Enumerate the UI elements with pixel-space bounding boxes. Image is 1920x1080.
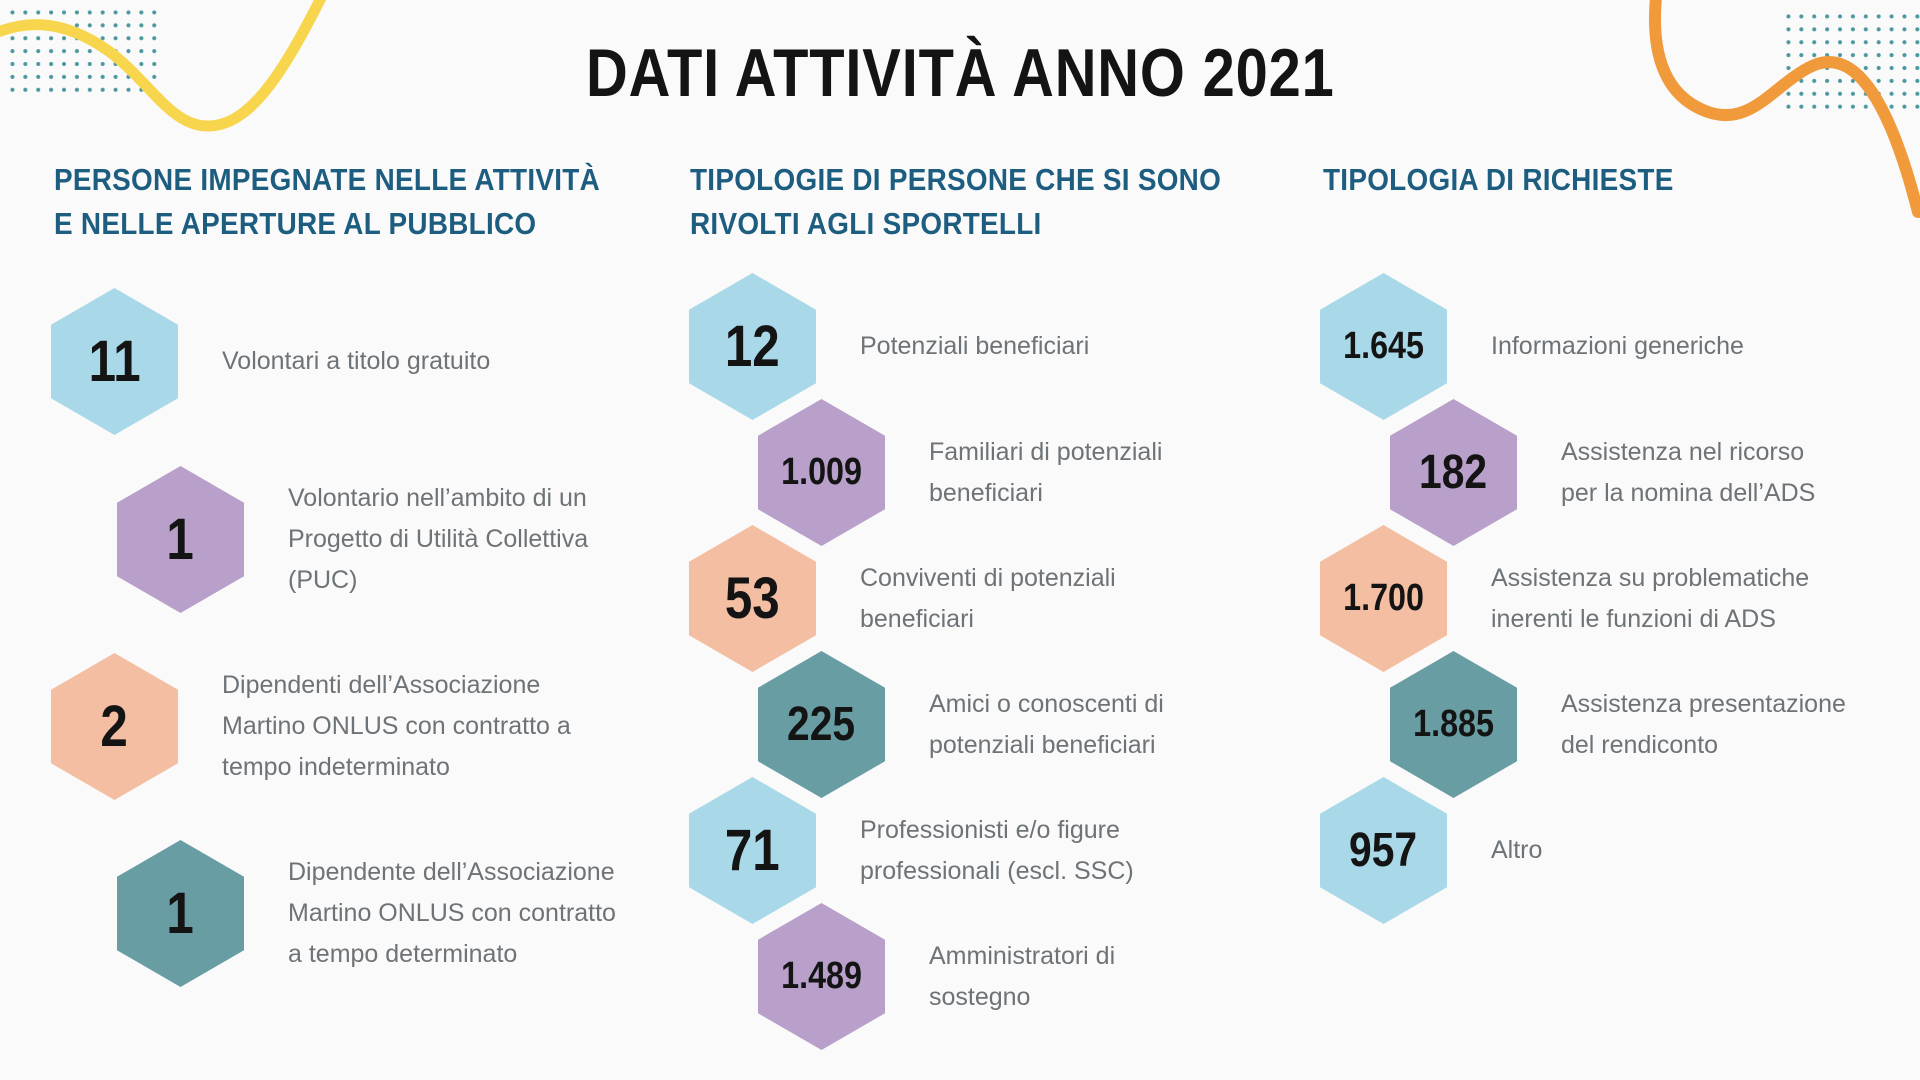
stat-value: 1.700 [1343,577,1424,619]
stat-label: Volontari a titolo gratuito [222,347,491,375]
stat-label: Assistenza presentazione del rendiconto [1561,689,1846,759]
stat-item: 225 Amici o conoscenti di potenziali ben… [758,651,1164,798]
stat-item: 1.885 Assistenza presentazione del rendi… [1390,651,1846,798]
stat-label: Assistenza su problematiche inerenti le … [1491,563,1810,633]
stat-label: Conviventi di potenziali beneficiari [860,563,1116,633]
stat-item: 2 Dipendenti dell’Associazione Martino O… [51,653,571,800]
stat-item: 1 Volontario nell’ambito di un Progetto … [117,466,588,613]
stat-item: 1.645 Informazioni generiche [1320,273,1744,420]
stat-value: 12 [725,314,780,379]
hexagon-badge: 1 [117,840,244,987]
page-title-text: DATI ATTIVITÀ ANNO 2021 [585,35,1335,111]
stat-value: 71 [725,818,780,883]
stat-label: Amministratori di sostegno [929,941,1116,1011]
stat-item: 1.489 Amministratori di sostegno [758,903,1115,1050]
stat-label: Informazioni generiche [1491,332,1744,360]
stat-value: 1.645 [1343,325,1424,367]
hexagon-badge: 957 [1320,777,1447,924]
hexagon-badge: 1 [117,466,244,613]
stat-value: 1.009 [781,451,862,493]
stat-value: 53 [725,566,780,631]
stat-value: 182 [1419,446,1488,499]
hexagon-badge: 11 [51,288,178,435]
column-header-tipologie-persone: TIPOLOGIE DI PERSONE CHE SI SONO RIVOLTI… [690,162,1222,241]
stat-value: 2 [100,694,129,759]
stat-item: 182 Assistenza nel ricorso per la nomina… [1390,399,1815,546]
stat-value: 1 [166,881,195,946]
column-header-tipologia-richieste: TIPOLOGIA DI RICHIESTE [1323,162,1674,197]
hexagon-badge: 12 [689,273,816,420]
stat-value: 957 [1349,824,1418,877]
hexagon-badge: 182 [1390,399,1517,546]
stat-item: 1.700 Assistenza su problematiche ineren… [1320,525,1809,672]
hexagon-badge: 1.885 [1390,651,1517,798]
stat-label: Professionisti e/o figure professionali … [860,815,1134,885]
hexagon-badge: 2 [51,653,178,800]
stat-label: Dipendenti dell’Associazione Martino ONL… [222,671,571,781]
hexagon-badge: 225 [758,651,885,798]
stat-item: 53 Conviventi di potenziali beneficiari [689,525,1116,672]
stat-label: Familiari di potenziali beneficiari [929,437,1163,507]
stat-item: 1.009 Familiari di potenziali beneficiar… [758,399,1162,546]
stat-label: Volontario nell’ambito di un Progetto di… [288,484,589,594]
stat-item: 957 Altro [1320,777,1542,924]
column-header-persone-impegnate: PERSONE IMPEGNATE NELLE ATTIVITÀ E NELLE… [54,162,601,241]
stat-value: 1 [166,507,195,572]
hexagon-badge: 1.700 [1320,525,1447,672]
stat-label: Potenziali beneficiari [860,332,1090,360]
page-title: DATI ATTIVITÀ ANNO 2021 [0,34,1920,112]
stat-label: Assistenza nel ricorso per la nomina del… [1561,437,1816,507]
stat-item: 71 Professionisti e/o figure professiona… [689,777,1134,924]
stat-item: 12 Potenziali beneficiari [689,273,1089,420]
stat-value: 11 [88,329,141,394]
stat-label: Amici o conoscenti di potenziali benefic… [929,689,1164,759]
hexagon-badge: 53 [689,525,816,672]
hexagon-badge: 1.645 [1320,273,1447,420]
stat-label: Dipendente dell’Associazione Martino ONL… [288,858,616,968]
stat-value: 225 [787,698,856,751]
stat-value: 1.489 [781,955,862,997]
stat-item: 1 Dipendente dell’Associazione Martino O… [117,840,616,987]
stat-label: Altro [1491,836,1543,864]
stat-value: 1.885 [1413,703,1494,745]
stat-item: 11 Volontari a titolo gratuito [51,288,490,435]
hexagon-badge: 1.489 [758,903,885,1050]
hexagon-badge: 71 [689,777,816,924]
hexagon-badge: 1.009 [758,399,885,546]
